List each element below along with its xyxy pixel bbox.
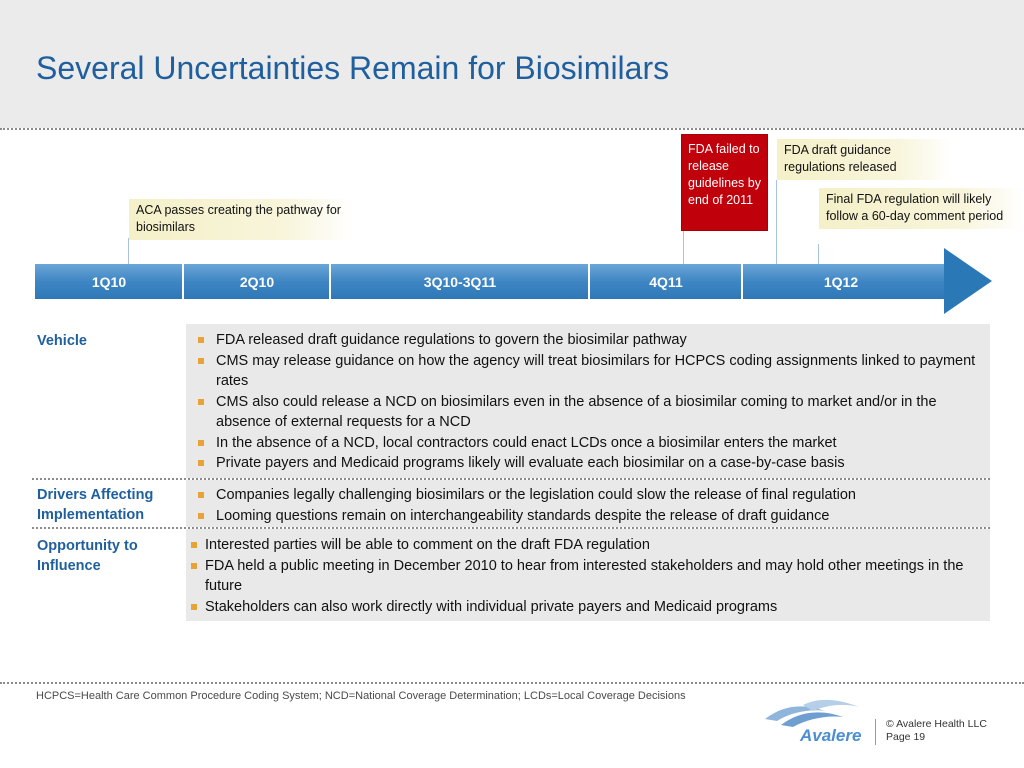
timeline-divider <box>329 264 331 299</box>
row-label-drivers: Drivers Affecting Implementation <box>37 487 154 523</box>
callout-aca: ACA passes creating the pathway for bios… <box>129 199 354 240</box>
row-label-opportunity: Opportunity to Influence <box>37 538 138 574</box>
header-band <box>0 0 1024 128</box>
list-item: FDA held a public meeting in December 20… <box>186 556 990 597</box>
callout-connector-fda-draft <box>776 180 777 264</box>
opportunity-panel: Interested parties will be able to comme… <box>186 529 990 621</box>
avalere-logo-icon <box>765 699 859 727</box>
timeline-segment-1q10: 1Q10 <box>91 273 127 290</box>
callout-fda-failed: FDA failed to release guidelines by end … <box>681 134 768 231</box>
callout-fda-final: Final FDA regulation will likely follow … <box>819 188 1024 229</box>
row-divider <box>32 478 990 480</box>
list-item: CMS also could release a NCD on biosimil… <box>186 392 990 433</box>
timeline-segment-2q10: 2Q10 <box>239 273 275 290</box>
timeline-bar <box>35 264 945 299</box>
bullet-icon <box>198 492 204 498</box>
list-item: FDA released draft guidance regulations … <box>186 330 990 351</box>
timeline-segment-1q12: 1Q12 <box>823 273 859 290</box>
copyright-line: © Avalere Health LLC <box>886 718 987 730</box>
vehicle-list: FDA released draft guidance regulations … <box>186 330 990 474</box>
list-item: Looming questions remain on interchangea… <box>186 506 990 527</box>
list-item: Stakeholders can also work directly with… <box>186 597 990 618</box>
timeline-segment-4q11: 4Q11 <box>649 273 683 290</box>
footer-divider <box>0 682 1024 684</box>
callout-connector-aca <box>128 238 129 264</box>
timeline-divider <box>182 264 184 299</box>
page-title: Several Uncertainties Remain for Biosimi… <box>36 50 670 86</box>
header-divider <box>0 128 1024 130</box>
bullet-icon <box>198 357 204 364</box>
bullet-icon <box>198 512 204 519</box>
bullet-icon <box>191 542 197 548</box>
timeline-divider <box>741 264 743 299</box>
bullet-icon <box>198 337 204 343</box>
footnote: HCPCS=Health Care Common Procedure Codin… <box>36 690 686 702</box>
timeline-divider <box>588 264 590 299</box>
timeline-arrowhead <box>944 248 992 314</box>
copyright: © Avalere Health LLC Page 19 <box>886 718 987 744</box>
list-item: CMS may release guidance on how the agen… <box>186 351 990 392</box>
callout-connector-fda-failed <box>683 226 684 264</box>
page-number: Page 19 <box>886 731 926 743</box>
bullet-icon <box>198 460 204 466</box>
list-item: Interested parties will be able to comme… <box>186 535 990 556</box>
list-item: Companies legally challenging biosimilar… <box>186 485 990 506</box>
bullet-icon <box>191 603 197 610</box>
bullet-icon <box>198 439 204 446</box>
row-label-vehicle: Vehicle <box>37 333 87 349</box>
opportunity-list: Interested parties will be able to comme… <box>186 535 990 617</box>
footer-separator <box>875 719 876 745</box>
drivers-panel: Companies legally challenging biosimilar… <box>186 480 990 527</box>
list-item: In the absence of a NCD, local contracto… <box>186 433 990 454</box>
timeline-segment-3q10-3q11: 3Q10-3Q11 <box>423 273 497 290</box>
row-divider <box>32 527 990 529</box>
drivers-list: Companies legally challenging biosimilar… <box>186 485 990 526</box>
callout-fda-draft: FDA draft guidance regulations released <box>777 139 952 180</box>
bullet-icon <box>191 562 197 569</box>
callout-connector-fda-final <box>818 244 819 264</box>
list-item: Private payers and Medicaid programs lik… <box>186 453 990 474</box>
vehicle-panel: FDA released draft guidance regulations … <box>186 324 990 478</box>
logo-text: Avalere <box>800 726 862 745</box>
bullet-icon <box>198 398 204 405</box>
